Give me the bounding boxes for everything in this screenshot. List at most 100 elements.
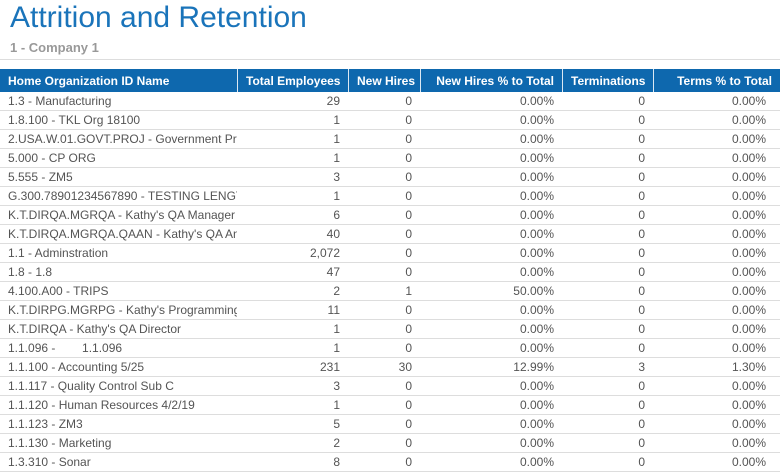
cell-terminations: 0 xyxy=(562,320,653,339)
cell-new-hires: 0 xyxy=(348,453,420,472)
cell-org-name: K.T.DIRQA - Kathy's QA Director xyxy=(0,320,237,339)
cell-terminations: 0 xyxy=(562,339,653,358)
attrition-table: Home Organization ID Name Total Employee… xyxy=(0,69,780,472)
table-row: K.T.DIRPG.MGRPG - Kathy's Programming Mg… xyxy=(0,301,780,320)
cell-terminations: 0 xyxy=(562,149,653,168)
cell-org-name: 1.8 - 1.8 xyxy=(0,263,237,282)
cell-new-hires: 0 xyxy=(348,434,420,453)
table-row: 4.100.A00 - TRIPS 2 1 50.00% 0 0.00% xyxy=(0,282,780,301)
cell-terms-pct: 0.00% xyxy=(653,92,780,111)
cell-terms-pct: 0.00% xyxy=(653,339,780,358)
cell-org-name: 1.1.123 - ZM3 xyxy=(0,415,237,434)
cell-terms-pct: 0.00% xyxy=(653,149,780,168)
cell-terminations: 0 xyxy=(562,301,653,320)
column-header-home-organization-id-name[interactable]: Home Organization ID Name xyxy=(0,69,237,92)
cell-new-hires-pct: 0.00% xyxy=(420,434,562,453)
cell-new-hires: 0 xyxy=(348,206,420,225)
cell-new-hires-pct: 0.00% xyxy=(420,301,562,320)
cell-new-hires: 0 xyxy=(348,301,420,320)
cell-terminations: 0 xyxy=(562,168,653,187)
report-scope-label: 1 - Company 1 xyxy=(10,40,99,55)
table-row: 1.3.310 - Sonar 8 0 0.00% 0 0.00% xyxy=(0,453,780,472)
cell-total-employees: 2 xyxy=(237,282,348,301)
cell-new-hires-pct: 0.00% xyxy=(420,320,562,339)
cell-terms-pct: 0.00% xyxy=(653,130,780,149)
table-row: G.300.78901234567890 - TESTING LENGTHS 1 0… xyxy=(0,187,780,206)
cell-new-hires: 30 xyxy=(348,358,420,377)
cell-new-hires: 0 xyxy=(348,415,420,434)
cell-terms-pct: 0.00% xyxy=(653,187,780,206)
cell-new-hires-pct: 0.00% xyxy=(420,377,562,396)
cell-total-employees: 5 xyxy=(237,415,348,434)
table-row: 1.1 - Adminstration 2,072 0 0.00% 0 0.00% xyxy=(0,244,780,263)
cell-terminations: 0 xyxy=(562,130,653,149)
cell-org-name: K.T.DIRPG.MGRPG - Kathy's Programming Mg… xyxy=(0,301,237,320)
cell-terminations: 0 xyxy=(562,434,653,453)
cell-org-name: 1.1 - Adminstration xyxy=(0,244,237,263)
cell-new-hires: 0 xyxy=(348,320,420,339)
cell-terminations: 0 xyxy=(562,282,653,301)
cell-terms-pct: 1.30% xyxy=(653,358,780,377)
cell-total-employees: 3 xyxy=(237,377,348,396)
cell-terminations: 0 xyxy=(562,206,653,225)
table-header-row: Home Organization ID Name Total Employee… xyxy=(0,69,780,92)
cell-terminations: 0 xyxy=(562,187,653,206)
cell-total-employees: 8 xyxy=(237,453,348,472)
cell-terms-pct: 0.00% xyxy=(653,415,780,434)
column-header-new-hires-pct-to-total[interactable]: New Hires % to Total xyxy=(420,69,562,92)
column-header-terminations[interactable]: Terminations xyxy=(562,69,653,92)
cell-new-hires: 0 xyxy=(348,111,420,130)
cell-new-hires: 0 xyxy=(348,168,420,187)
cell-org-name: 1.3 - Manufacturing xyxy=(0,92,237,111)
cell-terminations: 0 xyxy=(562,244,653,263)
cell-total-employees: 2 xyxy=(237,434,348,453)
cell-terms-pct: 0.00% xyxy=(653,244,780,263)
cell-terms-pct: 0.00% xyxy=(653,225,780,244)
cell-terminations: 0 xyxy=(562,92,653,111)
cell-org-name: 5.000 - CP ORG xyxy=(0,149,237,168)
table-row: 1.1.123 - ZM3 5 0 0.00% 0 0.00% xyxy=(0,415,780,434)
cell-org-name: G.300.78901234567890 - TESTING LENGTHS xyxy=(0,187,237,206)
cell-org-name: K.T.DIRQA.MGRQA.QAAN - Kathy's QA Analys… xyxy=(0,225,237,244)
cell-org-name: 1.3.310 - Sonar xyxy=(0,453,237,472)
cell-new-hires: 0 xyxy=(348,187,420,206)
table-row: 1.1.117 - Quality Control Sub C 3 0 0.00% 0 0… xyxy=(0,377,780,396)
cell-terms-pct: 0.00% xyxy=(653,263,780,282)
table-row: 5.000 - CP ORG 1 0 0.00% 0 0.00% xyxy=(0,149,780,168)
cell-terminations: 0 xyxy=(562,111,653,130)
cell-terms-pct: 0.00% xyxy=(653,320,780,339)
cell-terms-pct: 0.00% xyxy=(653,453,780,472)
cell-new-hires-pct: 0.00% xyxy=(420,187,562,206)
cell-terms-pct: 0.00% xyxy=(653,206,780,225)
cell-terminations: 0 xyxy=(562,263,653,282)
cell-terminations: 0 xyxy=(562,453,653,472)
table-row: 5.555 - ZM5 3 0 0.00% 0 0.00% xyxy=(0,168,780,187)
cell-total-employees: 6 xyxy=(237,206,348,225)
cell-total-employees: 1 xyxy=(237,339,348,358)
cell-new-hires-pct: 0.00% xyxy=(420,415,562,434)
table-row: 1.1.096 - 1.1.096 1 0 0.00% 0 0.00% xyxy=(0,339,780,358)
table-row: 1.1.100 - Accounting 5/25 231 30 12.99% 3 1.3… xyxy=(0,358,780,377)
cell-terminations: 0 xyxy=(562,415,653,434)
table-row: 2.USA.W.01.GOVT.PROJ - Government Projec… xyxy=(0,130,780,149)
cell-total-employees: 3 xyxy=(237,168,348,187)
cell-new-hires: 0 xyxy=(348,130,420,149)
cell-org-name: 1.1.100 - Accounting 5/25 xyxy=(0,358,237,377)
table-row: K.T.DIRQA.MGRQA - Kathy's QA Manager 6 0 0.… xyxy=(0,206,780,225)
column-header-terms-pct-to-total[interactable]: Terms % to Total xyxy=(653,69,780,92)
cell-terms-pct: 0.00% xyxy=(653,377,780,396)
cell-total-employees: 1 xyxy=(237,320,348,339)
table-row: 1.3 - Manufacturing 29 0 0.00% 0 0.00% xyxy=(0,92,780,111)
column-header-total-employees[interactable]: Total Employees xyxy=(237,69,348,92)
column-header-new-hires[interactable]: New Hires xyxy=(348,69,420,92)
cell-new-hires-pct: 0.00% xyxy=(420,149,562,168)
cell-new-hires: 0 xyxy=(348,225,420,244)
cell-new-hires: 1 xyxy=(348,282,420,301)
cell-org-name: 1.1.117 - Quality Control Sub C xyxy=(0,377,237,396)
cell-terminations: 0 xyxy=(562,225,653,244)
cell-new-hires-pct: 0.00% xyxy=(420,339,562,358)
cell-total-employees: 1 xyxy=(237,396,348,415)
cell-org-name: 1.8.100 - TKL Org 18100 xyxy=(0,111,237,130)
cell-new-hires-pct: 0.00% xyxy=(420,263,562,282)
cell-new-hires: 0 xyxy=(348,396,420,415)
